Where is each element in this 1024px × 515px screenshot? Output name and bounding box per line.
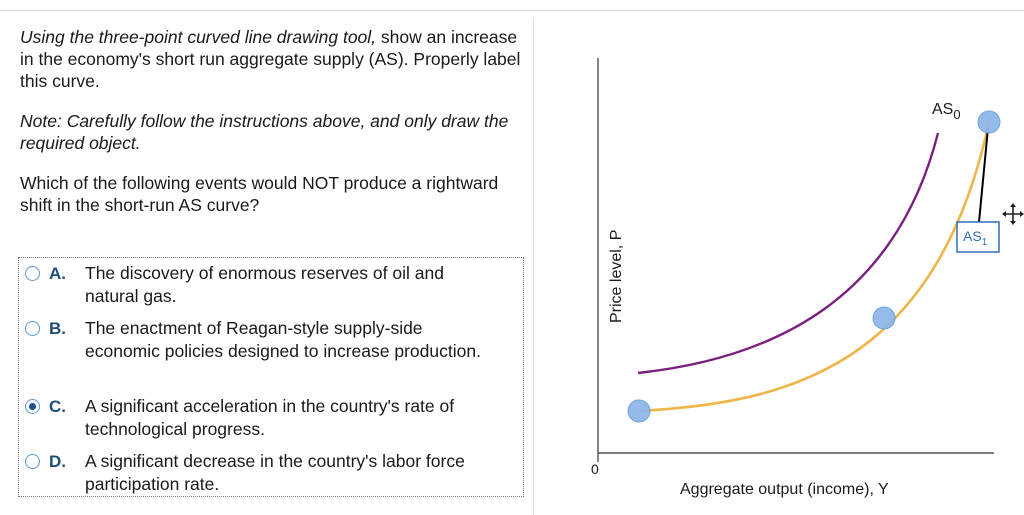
question-panel: Using the three-point curved line drawin… xyxy=(20,26,528,216)
panel-divider xyxy=(533,18,534,515)
as0-label: AS0 xyxy=(932,101,961,122)
choice-a-text: The discovery of enormous reserves of oi… xyxy=(85,263,444,306)
as1-handle-start[interactable] xyxy=(627,399,651,423)
top-rule xyxy=(0,10,1024,11)
instructions-text: Using the three-point curved line drawin… xyxy=(20,26,528,92)
as0-curve xyxy=(637,132,940,375)
graph-panel: AS0 AS1 Price level, P 0 Aggregate outpu… xyxy=(536,18,1024,515)
note-text: Note: Carefully follow the instructions … xyxy=(20,111,509,153)
choice-c[interactable]: C. A significant acceleration in the cou… xyxy=(19,395,495,441)
as1-handle-middle[interactable] xyxy=(872,306,896,330)
question-text: Which of the following events would NOT … xyxy=(20,173,499,215)
radio-b[interactable] xyxy=(25,321,40,336)
choice-d-letter: D. xyxy=(49,452,66,471)
choice-b-text: The enactment of Reagan-style supply-sid… xyxy=(85,318,481,361)
choice-a-letter: A. xyxy=(49,264,66,283)
x-axis-label: Aggregate output (income), Y xyxy=(680,481,889,498)
instructions-rest: show an increase in the economy's short … xyxy=(20,27,521,91)
label-leader-line xyxy=(978,127,989,223)
choice-c-letter: C. xyxy=(49,397,66,416)
move-icon[interactable] xyxy=(1002,203,1024,225)
radio-c[interactable] xyxy=(25,399,40,414)
choice-b[interactable]: B. The enactment of Reagan-style supply-… xyxy=(19,317,495,363)
answer-choices: A. The discovery of enormous reserves of… xyxy=(18,257,524,497)
instructions-italic: Using the three-point curved line drawin… xyxy=(20,27,377,47)
as1-label-box[interactable] xyxy=(956,221,1000,253)
radio-a[interactable] xyxy=(25,266,40,281)
as1-label: AS1 xyxy=(963,228,988,248)
y-axis-label: Price level, P xyxy=(608,229,625,323)
choice-c-text: A significant acceleration in the countr… xyxy=(85,396,455,439)
graph-canvas[interactable]: AS0 AS1 xyxy=(536,18,1024,515)
as1-curve[interactable] xyxy=(638,121,991,413)
choice-b-letter: B. xyxy=(49,319,66,338)
choice-a[interactable]: A. The discovery of enormous reserves of… xyxy=(19,262,495,308)
choice-d-text: A significant decrease in the country's … xyxy=(85,451,465,494)
as1-handle-end[interactable] xyxy=(977,110,1001,134)
choice-d[interactable]: D. A significant decrease in the country… xyxy=(19,450,495,496)
radio-d[interactable] xyxy=(25,454,40,469)
origin-label: 0 xyxy=(591,461,599,477)
